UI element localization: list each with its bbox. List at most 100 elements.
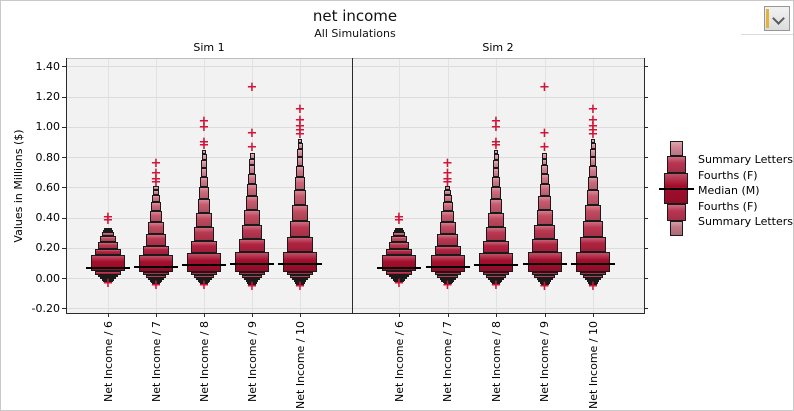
h-gridline xyxy=(67,308,644,310)
letter-value-box xyxy=(97,274,119,278)
letter-value-box xyxy=(292,205,308,222)
letter-value-box xyxy=(248,165,256,174)
x-tick xyxy=(399,313,400,317)
panel-menu-button[interactable] xyxy=(764,6,790,31)
plot-right-border xyxy=(644,58,645,313)
letter-value-box xyxy=(493,150,499,155)
letter-value-box xyxy=(444,189,451,195)
letter-value-box xyxy=(434,246,461,256)
letter-value-box xyxy=(191,271,217,276)
letter-value-box xyxy=(585,278,601,281)
letter-value-box xyxy=(386,271,412,275)
y-tick-left xyxy=(62,96,66,98)
x-tick xyxy=(447,313,449,317)
letter-value-box xyxy=(488,212,504,228)
letter-value-box xyxy=(145,234,167,247)
letter-value-box xyxy=(95,271,121,275)
panel-separator xyxy=(741,34,793,35)
letter-value-box xyxy=(201,150,207,155)
letter-value-box xyxy=(244,278,260,280)
letter-value-box xyxy=(434,271,461,276)
median-line xyxy=(278,262,322,265)
y-tick-right xyxy=(644,157,648,158)
letter-value-box xyxy=(248,283,256,286)
legend-swatch-box xyxy=(666,156,686,173)
v-gridline xyxy=(399,58,400,313)
x-tick-label-text: Net Income / 8 xyxy=(489,321,503,402)
letter-value-box xyxy=(589,166,597,178)
letter-value-box xyxy=(289,275,311,278)
letter-value-box xyxy=(395,228,403,231)
letter-value-box xyxy=(539,281,550,284)
y-tick-left xyxy=(62,157,66,158)
letter-value-box xyxy=(442,202,453,212)
letter-value-box xyxy=(388,241,410,250)
y-tick-label: 0.20 xyxy=(35,241,61,255)
median-line xyxy=(377,267,421,270)
median-line xyxy=(134,265,178,268)
x-tick xyxy=(300,313,301,317)
letter-value-box xyxy=(580,271,606,276)
y-tick-right xyxy=(644,187,648,189)
legend-median-line xyxy=(659,188,694,190)
legend-swatch-box xyxy=(669,221,683,236)
letter-value-box xyxy=(197,199,211,213)
letter-value-box xyxy=(483,271,509,276)
letter-value-box xyxy=(100,235,116,242)
letter-value-box xyxy=(296,166,304,178)
letter-value-box xyxy=(485,275,507,278)
median-line xyxy=(182,264,226,267)
y-tick-label: 1.00 xyxy=(35,120,61,134)
letter-value-box xyxy=(241,275,263,278)
letter-value-box xyxy=(580,237,606,252)
letter-value-box xyxy=(283,251,317,272)
letter-value-box xyxy=(91,255,125,272)
letter-value-box xyxy=(492,167,500,177)
chart-subtitle: All Simulations xyxy=(314,27,396,40)
y-tick-right xyxy=(644,66,648,68)
letter-value-box xyxy=(391,235,407,242)
letter-value-box xyxy=(100,277,116,280)
letter-value-box xyxy=(201,160,207,168)
y-tick-left xyxy=(62,126,66,128)
x-tick-label-text: Net Income / 8 xyxy=(197,321,211,402)
letter-value-box xyxy=(489,199,503,213)
y-tick-right xyxy=(644,126,648,128)
letter-value-box xyxy=(145,275,167,278)
letter-value-box xyxy=(249,158,255,166)
letter-value-box xyxy=(538,196,551,210)
letter-value-box xyxy=(589,283,597,286)
letter-value-box xyxy=(443,194,452,203)
y-tick-label: 0.80 xyxy=(35,150,61,164)
letter-value-box xyxy=(534,225,555,240)
letter-value-box xyxy=(531,239,558,253)
y-tick-label: 0.40 xyxy=(35,211,61,224)
letter-value-box xyxy=(153,185,159,190)
letter-value-box xyxy=(152,282,160,285)
letter-value-box xyxy=(483,240,509,254)
letter-value-box xyxy=(248,173,256,185)
x-tick-label-text: Net Income / 7 xyxy=(441,321,454,402)
letter-value-box xyxy=(437,275,458,278)
y-tick-right xyxy=(644,247,648,249)
letter-value-box xyxy=(287,271,313,276)
y-tick-label: -0.20 xyxy=(31,301,60,315)
letter-value-box xyxy=(539,184,550,197)
letter-value-box xyxy=(492,176,500,188)
letter-value-box xyxy=(493,154,499,160)
letter-value-box xyxy=(193,227,215,241)
letter-value-box xyxy=(582,275,604,278)
x-tick-label-text: Net Income / 10 xyxy=(293,321,307,409)
y-tick-label: 1.40 xyxy=(35,59,61,73)
letter-value-box xyxy=(536,209,553,226)
y-tick-label: 0.00 xyxy=(35,271,61,285)
h-gridline xyxy=(67,187,644,189)
letter-value-box xyxy=(540,283,549,286)
x-tick xyxy=(496,313,497,317)
y-tick-label: 0.60 xyxy=(35,180,61,194)
x-tick xyxy=(204,313,205,317)
legend-item-label: Fourths (F) xyxy=(698,168,758,182)
letter-value-box xyxy=(527,252,562,272)
letter-value-box xyxy=(493,160,499,168)
